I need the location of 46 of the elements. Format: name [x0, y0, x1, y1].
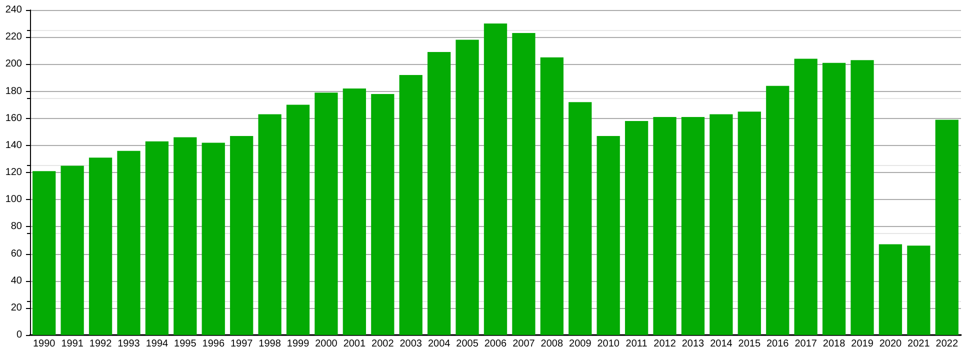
y-tick-label: 200 [5, 58, 22, 70]
y-tick-label: 60 [10, 248, 22, 260]
x-tick-label: 2003 [400, 338, 422, 350]
y-tick-label: 40 [10, 275, 22, 286]
x-tick-label: 1995 [174, 338, 197, 350]
y-tick-label: 0 [16, 330, 22, 340]
x-tick-label: 2008 [540, 338, 564, 350]
x-tick-label: 1990 [32, 338, 56, 350]
y-tick-label: 20 [10, 302, 22, 314]
y-tick-label: 140 [5, 140, 22, 151]
x-tick-label: 1997 [230, 338, 254, 350]
x-tick-label: 2022 [936, 338, 958, 350]
x-tick-label: 1991 [61, 338, 84, 350]
x-tick-label: 2001 [343, 338, 366, 350]
x-tick-label: 2016 [766, 338, 790, 350]
x-tick-label: 2018 [822, 338, 846, 350]
y-tick-label: 240 [5, 4, 22, 16]
x-tick-label: 2019 [851, 338, 874, 350]
y-tick-label: 120 [5, 167, 22, 178]
x-tick-label: 1994 [146, 338, 169, 350]
x-tick-label: 2002 [372, 338, 394, 350]
x-tick-label: 2004 [428, 338, 451, 350]
x-tick-label: 1998 [258, 338, 282, 350]
x-tick-label: 2015 [738, 338, 761, 350]
x-tick-label: 2014 [710, 338, 733, 350]
x-tick-label: 2017 [794, 338, 818, 350]
x-tick-label: 1996 [202, 338, 225, 350]
x-tick-label: 2021 [908, 338, 930, 350]
y-tick-label: 100 [5, 194, 22, 206]
y-tick-label: 220 [5, 32, 22, 43]
x-tick-label: 2011 [626, 338, 648, 350]
x-tick-label: 2013 [682, 338, 705, 350]
x-tick-label: 2020 [879, 338, 902, 350]
x-tick-label: 2005 [456, 338, 479, 350]
y-tick-label: 180 [5, 86, 22, 97]
x-tick-label: 2000 [315, 338, 338, 350]
x-tick-label: 2006 [484, 338, 508, 350]
x-tick-label: 1993 [118, 338, 140, 350]
x-tick-label: 2010 [597, 338, 620, 350]
x-tick-label: 2007 [512, 338, 536, 350]
x-tick-label: 1992 [89, 338, 112, 350]
x-tick-label: 1999 [286, 338, 310, 350]
y-tick-label: 160 [5, 112, 22, 124]
x-tick-label: 2009 [569, 338, 592, 350]
y-tick-label: 80 [10, 221, 22, 232]
x-tick-label: 2012 [654, 338, 676, 350]
